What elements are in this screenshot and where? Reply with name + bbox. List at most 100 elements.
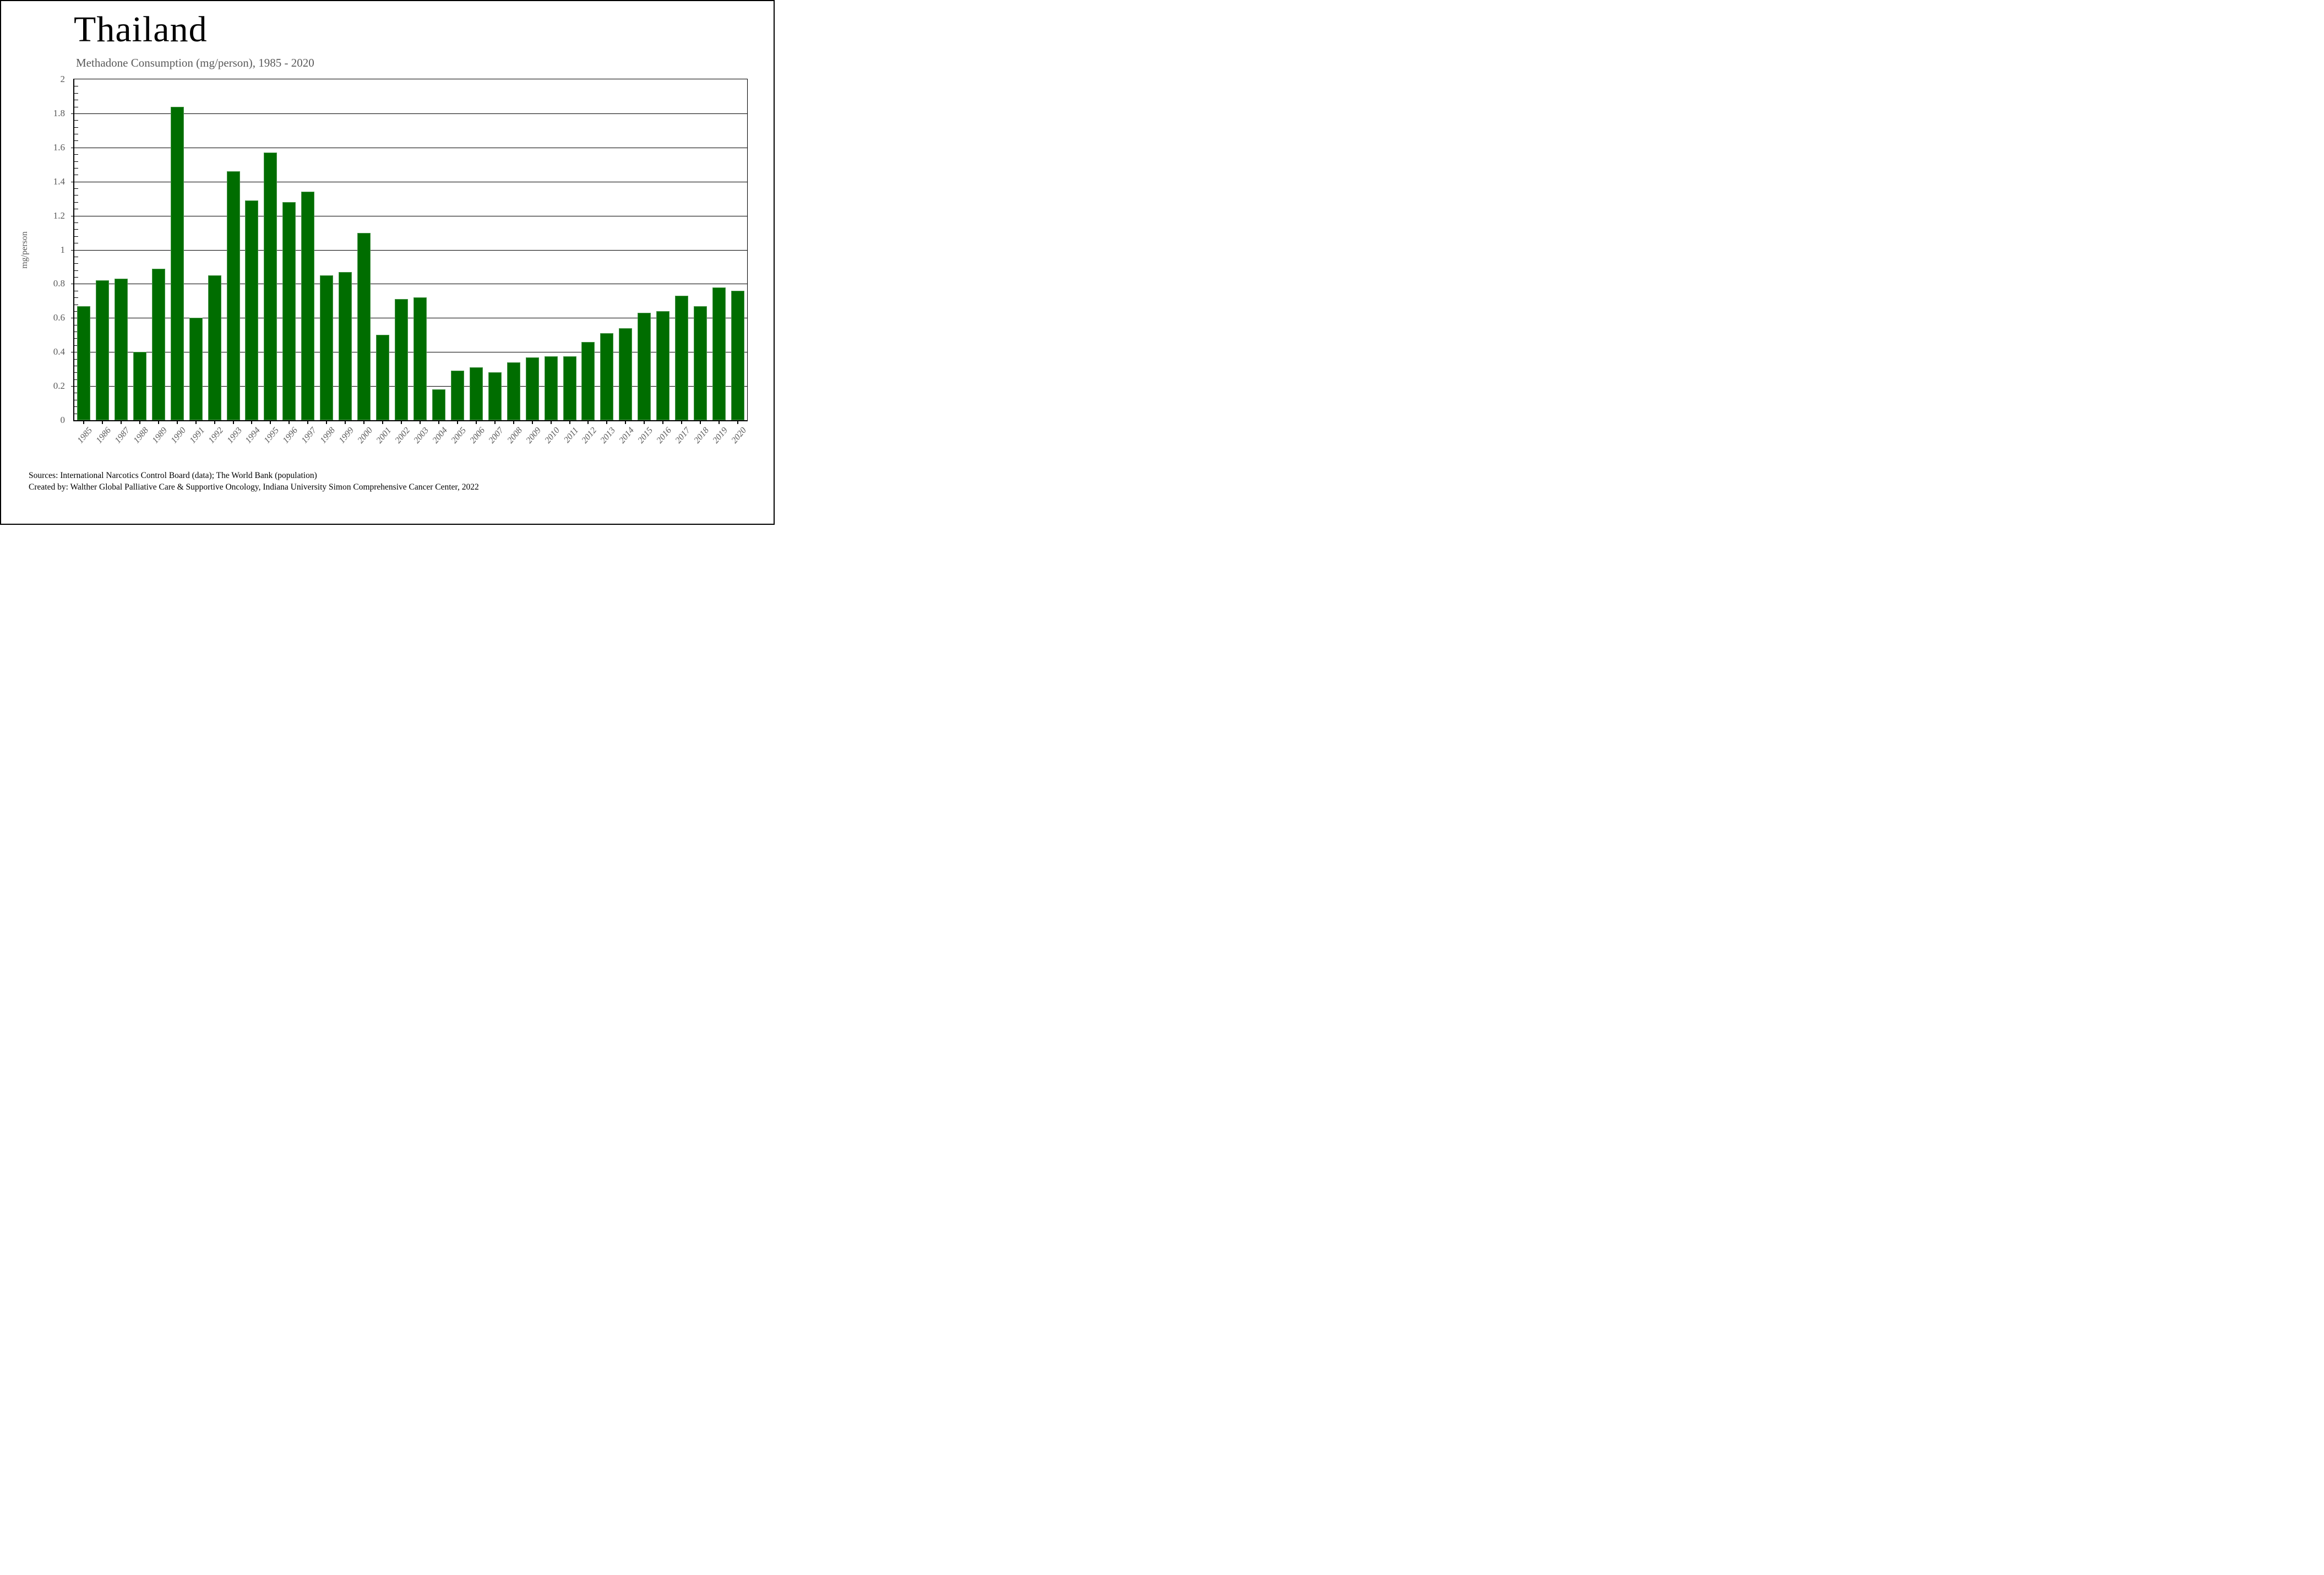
x-axis-tick [438, 420, 439, 424]
y-tick-label: 1 [60, 244, 66, 255]
bar-1986 [95, 280, 109, 420]
y-axis-minor-tick [74, 188, 78, 189]
gridline [71, 386, 747, 387]
bar-2003 [413, 297, 427, 420]
x-axis-tick [419, 420, 421, 424]
y-tick-label: 0.4 [53, 346, 65, 357]
x-axis-tick [494, 420, 496, 424]
bar-1997 [301, 192, 315, 420]
y-axis-minor-tick [74, 311, 78, 312]
bar-1994 [245, 200, 259, 420]
x-axis-tick [401, 420, 402, 424]
y-axis-minor-tick [74, 161, 78, 162]
x-axis-tick [644, 420, 645, 424]
chart-title: Thailand [74, 9, 208, 50]
y-tick-label: 1.4 [53, 176, 65, 187]
y-axis-minor-tick [74, 167, 78, 169]
x-axis-tick [345, 420, 346, 424]
y-axis-minor-tick [74, 120, 78, 121]
bar-2007 [488, 372, 502, 420]
bar-1988 [133, 352, 146, 420]
y-tick-label: 1.2 [53, 210, 65, 221]
bar-2015 [638, 313, 651, 420]
bar-1995 [264, 153, 277, 420]
bar-2013 [600, 333, 614, 420]
x-axis-tick [270, 420, 271, 424]
bar-2004 [432, 389, 445, 420]
bar-2010 [544, 356, 558, 420]
bar-2017 [675, 296, 689, 420]
x-axis-tick [101, 420, 103, 424]
y-tick-label: 0.6 [53, 312, 65, 323]
bar-2006 [469, 367, 483, 420]
x-axis-tick [214, 420, 215, 424]
y-axis-minor-tick [74, 263, 78, 264]
x-axis-tick [289, 420, 290, 424]
bar-1991 [189, 318, 203, 420]
plot-area: 0 0.2 0.4 0.6 0.8 1 1.2 1.4 1.6 1.8 2 1985 1986 1987 1… [53, 74, 748, 445]
y-tick-label: 1.6 [53, 142, 65, 153]
created-line: Created by: Walther Global Palliative Ca… [29, 482, 479, 492]
x-axis-tick [681, 420, 683, 424]
y-axis-minor-tick [74, 154, 78, 155]
x-axis-tick [475, 420, 477, 424]
chart-canvas: Thailand Methadone Consumption (mg/perso… [0, 0, 775, 525]
y-tick-label: 0.8 [53, 278, 65, 289]
bar-1989 [151, 268, 165, 420]
bar-2020 [731, 290, 745, 420]
y-tick-label: 2 [60, 74, 66, 84]
x-axis-tick [531, 420, 533, 424]
x-axis-tick [139, 420, 140, 424]
bar-2016 [656, 311, 670, 420]
gridline [71, 249, 747, 251]
y-axis-minor-tick [74, 127, 78, 128]
gridline [71, 113, 747, 114]
bar-1990 [170, 106, 184, 420]
y-axis-minor-tick [74, 372, 78, 373]
bar-2018 [694, 306, 707, 420]
footer-sources: Sources: International Narcotics Control… [29, 470, 479, 493]
y-tick-label: 0.2 [53, 381, 65, 392]
y-axis-minor-tick [74, 406, 78, 408]
y-axis-minor-tick [74, 297, 78, 298]
y-axis-minor-tick [74, 379, 78, 380]
x-axis-tick [176, 420, 178, 424]
x-axis-tick [251, 420, 253, 424]
y-axis-minor-tick [74, 270, 78, 271]
y-axis-minor-tick [74, 359, 78, 360]
x-axis-tick [513, 420, 514, 424]
bar-1999 [339, 271, 352, 420]
x-axis-tick [120, 420, 122, 424]
bar-2001 [376, 335, 390, 420]
x-axis-tick [195, 420, 197, 424]
bar-1993 [226, 171, 240, 420]
x-axis-tick [587, 420, 589, 424]
bar-1985 [77, 306, 90, 420]
y-tick-label: 1.8 [53, 107, 65, 118]
y-axis-minor-tick [74, 345, 78, 346]
x-axis-tick [606, 420, 608, 424]
y-axis-minor-tick [74, 338, 78, 339]
x-axis-tick [662, 420, 664, 424]
bar-2000 [357, 232, 371, 420]
bar-2002 [395, 299, 409, 420]
x-axis-tick [382, 420, 384, 424]
y-axis-minor-tick [74, 229, 78, 230]
y-axis-title: mg/person [20, 231, 29, 269]
bar-2012 [581, 341, 595, 420]
x-axis-tick [307, 420, 309, 424]
x-axis-tick [550, 420, 552, 424]
bar-1998 [320, 275, 334, 420]
y-axis-minor-tick [74, 277, 78, 278]
x-axis-tick [625, 420, 627, 424]
bar-1987 [114, 279, 128, 420]
bar-2011 [563, 356, 576, 420]
bar-2008 [507, 362, 520, 420]
y-axis-minor-tick [74, 222, 78, 223]
x-axis-tick [326, 420, 328, 424]
chart-subtitle: Methadone Consumption (mg/person), 1985 … [76, 56, 314, 69]
y-axis-minor-tick [74, 140, 78, 142]
x-axis-tick [719, 420, 720, 424]
bar-1992 [208, 275, 221, 420]
x-axis-tick [456, 420, 458, 424]
